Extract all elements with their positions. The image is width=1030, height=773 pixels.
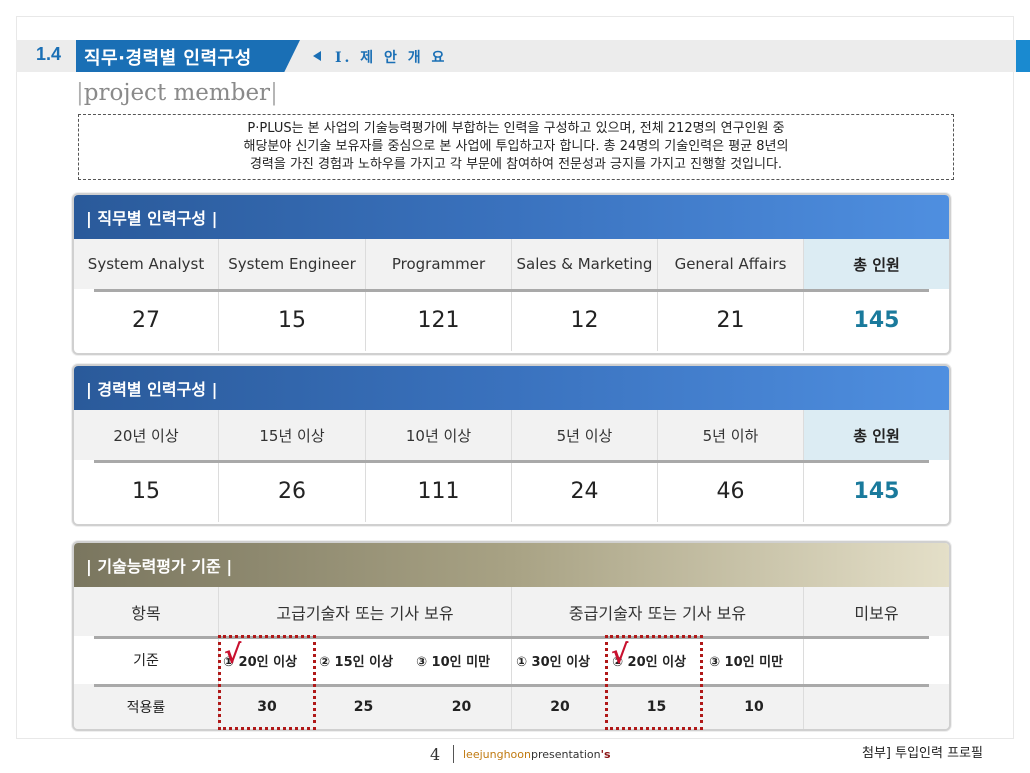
subtitle-bar-left: | xyxy=(76,80,84,106)
criteria-standard-row: 기준 ① 20인 이상 ② 15인 이상 ③ 10인 미만 ① 30인 이상 ②… xyxy=(74,636,949,684)
footer-divider xyxy=(453,745,454,763)
header-accent-end xyxy=(1016,40,1030,72)
criteria-cell: ③ 10인 미만 xyxy=(705,636,804,684)
job-header-cell: System Analyst xyxy=(74,239,219,289)
career-header-cell: 15년 이상 xyxy=(219,410,366,460)
check-mark-icon: √ xyxy=(224,640,242,670)
criteria-row-label: 적용률 xyxy=(74,684,219,729)
job-value-cell: 121 xyxy=(366,289,512,351)
criteria-panel-title: | 기술능력평가 기준 | xyxy=(74,543,949,587)
job-value-cell: 21 xyxy=(658,289,804,351)
criteria-rate-row: 적용률 30 25 20 20 15 10 xyxy=(74,684,949,729)
intro-line: P·PLUS는 본 사업의 기술능력평가에 부합하는 인력을 구성하고 있으며,… xyxy=(247,121,785,136)
slide-frame-top xyxy=(16,16,1014,17)
career-value-cell: 15 xyxy=(74,460,219,522)
row-separator xyxy=(94,460,929,463)
career-header-total: 총 인원 xyxy=(804,410,949,460)
project-member-title: |project member| xyxy=(76,80,278,106)
intro-line: 해당분야 신기술 보유자를 중심으로 본 사업에 투입하고자 합니다. 총 24… xyxy=(243,139,789,154)
slide-frame-right xyxy=(1013,16,1014,738)
criteria-cell: ① 20인 이상 xyxy=(223,654,298,670)
row-separator xyxy=(94,684,929,687)
job-header-cell: Sales & Marketing xyxy=(512,239,658,289)
job-header-cell: Programmer xyxy=(366,239,512,289)
job-composition-panel: | 직무별 인력구성 | System Analyst System Engin… xyxy=(72,193,951,355)
brand-suffix: 's xyxy=(600,748,611,761)
criteria-row-label: 기준 xyxy=(74,636,219,684)
career-header-cell: 5년 이하 xyxy=(658,410,804,460)
rate-cell: 20 xyxy=(550,698,570,715)
career-header-cell: 20년 이상 xyxy=(74,410,219,460)
section-number: 1.4 xyxy=(36,44,62,64)
subtitle-text: project member xyxy=(83,80,271,106)
criteria-header-cell: 미보유 xyxy=(804,587,949,636)
job-value-cell: 12 xyxy=(512,289,658,351)
career-value-total: 145 xyxy=(853,478,900,504)
criteria-header-row: 항목 고급기술자 또는 기사 보유 중급기술자 또는 기사 보유 미보유 xyxy=(74,587,949,636)
check-mark-icon: √ xyxy=(611,640,629,670)
job-value-row: 27 15 121 12 21 145 xyxy=(74,289,949,351)
rate-cell: 25 xyxy=(353,698,374,715)
career-value-cell: 26 xyxy=(219,460,366,522)
job-header-cell: System Engineer xyxy=(219,239,366,289)
rate-cell: 15 xyxy=(646,698,667,715)
job-panel-title: | 직무별 인력구성 | xyxy=(74,195,949,239)
subtitle-bar-right: | xyxy=(270,80,278,106)
job-header-total: 총 인원 xyxy=(804,239,949,289)
career-header-row: 20년 이상 15년 이상 10년 이상 5년 이상 5년 이하 총 인원 xyxy=(74,410,949,460)
section-title: 직무·경력별 인력구성 xyxy=(84,48,252,69)
footer-brand: leejunghoonpresentation's xyxy=(463,748,611,761)
job-header-row: System Analyst System Engineer Programme… xyxy=(74,239,949,289)
career-panel-title: | 경력별 인력구성 | xyxy=(74,366,949,410)
rate-cell: 10 xyxy=(705,684,804,729)
career-header-cell: 5년 이상 xyxy=(512,410,658,460)
slide-frame-left xyxy=(16,16,17,738)
criteria-header-cell: 중급기술자 또는 기사 보유 xyxy=(512,587,804,636)
brand-mid: presentation xyxy=(530,748,601,761)
career-value-row: 15 26 111 24 46 145 xyxy=(74,460,949,522)
job-value-total: 145 xyxy=(853,307,900,333)
footer-attachment-link[interactable]: 첨부] 투입인력 프로필 xyxy=(862,746,983,761)
criteria-cell: ③ 10인 미만 xyxy=(412,636,512,684)
career-header-cell: 10년 이상 xyxy=(366,410,512,460)
criteria-header-cell: 항목 xyxy=(74,587,219,636)
intro-line: 경력을 가진 경험과 노하우를 가지고 각 부문에 참여하여 전문성과 긍지를 … xyxy=(249,157,783,172)
rate-cell: 20 xyxy=(412,684,512,729)
row-separator xyxy=(94,289,929,292)
criteria-cell: ① 30인 이상 xyxy=(516,654,591,670)
criteria-header-cell: 고급기술자 또는 기사 보유 xyxy=(219,587,512,636)
criteria-empty-cell xyxy=(804,636,949,684)
brand-prefix: leejunghoon xyxy=(463,748,531,761)
intro-box: P·PLUS는 본 사업의 기술능력평가에 부합하는 인력을 구성하고 있으며,… xyxy=(78,114,954,180)
breadcrumb[interactable]: I. 제 안 개 요 xyxy=(335,50,448,66)
job-value-cell: 15 xyxy=(219,289,366,351)
slide-frame-bottom xyxy=(16,738,1014,739)
career-composition-panel: | 경력별 인력구성 | 20년 이상 15년 이상 10년 이상 5년 이상 … xyxy=(72,364,951,526)
career-value-cell: 24 xyxy=(512,460,658,522)
job-header-cell: General Affairs xyxy=(658,239,804,289)
page-number: 4 xyxy=(430,745,441,764)
job-value-cell: 27 xyxy=(74,289,219,351)
career-value-cell: 111 xyxy=(366,460,512,522)
criteria-cell: ② 15인 이상 xyxy=(319,654,394,670)
section-tab xyxy=(76,40,300,72)
breadcrumb-arrow-icon xyxy=(313,51,321,61)
career-value-cell: 46 xyxy=(658,460,804,522)
criteria-panel: | 기술능력평가 기준 | 항목 고급기술자 또는 기사 보유 중급기술자 또는… xyxy=(72,541,951,731)
rate-empty-cell xyxy=(804,684,949,729)
criteria-cell: ② 20인 이상 xyxy=(612,654,687,670)
row-separator xyxy=(94,636,929,639)
rate-cell: 30 xyxy=(257,698,277,715)
